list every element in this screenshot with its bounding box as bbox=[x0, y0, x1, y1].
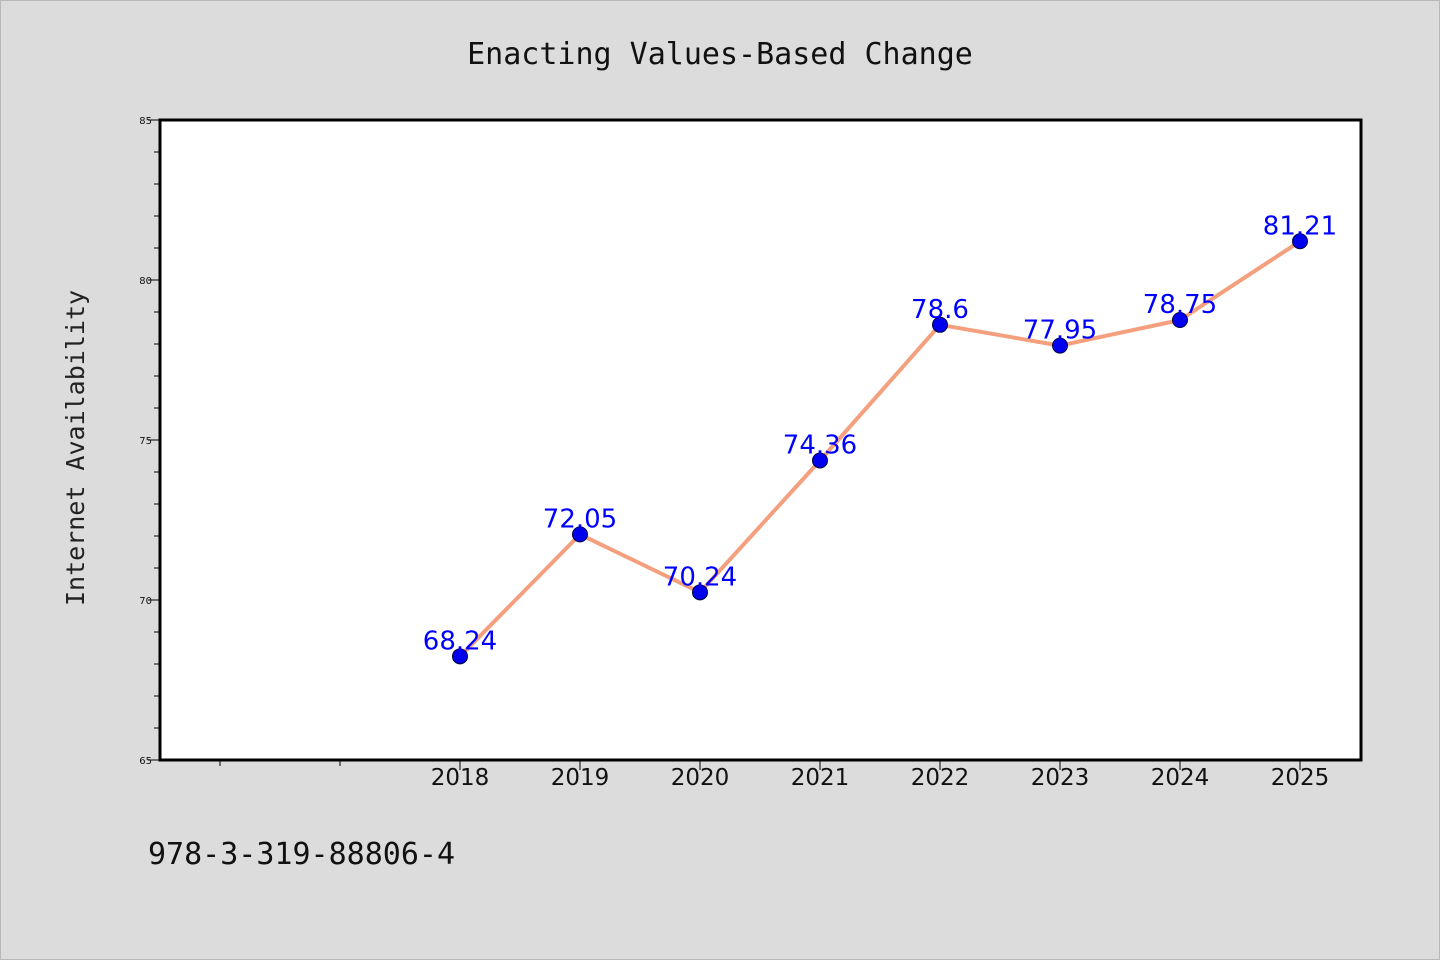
data-point bbox=[932, 316, 948, 333]
data-label: 78.6 bbox=[911, 295, 969, 325]
data-labels: 68.24 72.05 70.24 74.36 78.6 77.95 78.75 81.21 bbox=[423, 211, 1337, 656]
data-point bbox=[812, 452, 828, 469]
data-point bbox=[1292, 233, 1308, 250]
data-point bbox=[452, 648, 468, 665]
x-tick-label: 2025 bbox=[1271, 765, 1330, 791]
series-line bbox=[458, 239, 1302, 659]
x-tick-label: 2018 bbox=[431, 765, 490, 791]
x-tick-label: 2019 bbox=[551, 765, 610, 791]
x-tick-label: 2020 bbox=[671, 765, 730, 791]
y-tick-label: 70 bbox=[139, 596, 152, 607]
chart-title: Enacting Values-Based Change bbox=[467, 37, 973, 72]
plot-area bbox=[158, 118, 1363, 762]
data-markers bbox=[452, 233, 1308, 665]
y-axis-ticks: 65 70 75 80 85 bbox=[139, 116, 160, 767]
footnote-isbn: 978-3-319-88806-4 bbox=[148, 837, 455, 872]
x-axis-ticks: 2018 2019 2020 2021 2022 2023 2024 2025 bbox=[431, 760, 1330, 791]
x-tick-label: 2024 bbox=[1151, 765, 1210, 791]
y-axis-label: Internet Availability bbox=[61, 290, 90, 606]
data-label: 81.21 bbox=[1263, 211, 1337, 241]
data-point bbox=[1172, 312, 1188, 328]
data-label: 70.24 bbox=[663, 562, 737, 592]
data-label: 78.75 bbox=[1143, 290, 1217, 320]
data-label: 68.24 bbox=[423, 626, 497, 656]
y-tick-label: 85 bbox=[139, 116, 152, 127]
y-tick-label: 80 bbox=[139, 276, 152, 287]
y-tick-label: 65 bbox=[139, 756, 152, 767]
data-label: 77.95 bbox=[1023, 316, 1097, 346]
data-label: 72.05 bbox=[543, 504, 617, 534]
y-tick-label: 75 bbox=[139, 436, 152, 447]
data-label: 74.36 bbox=[783, 430, 857, 460]
x-tick-label: 2021 bbox=[791, 765, 850, 791]
data-point bbox=[692, 584, 708, 601]
x-tick-label: 2022 bbox=[911, 765, 970, 791]
data-point bbox=[1052, 337, 1068, 354]
x-tick-label: 2023 bbox=[1031, 765, 1090, 791]
data-point bbox=[572, 526, 588, 543]
